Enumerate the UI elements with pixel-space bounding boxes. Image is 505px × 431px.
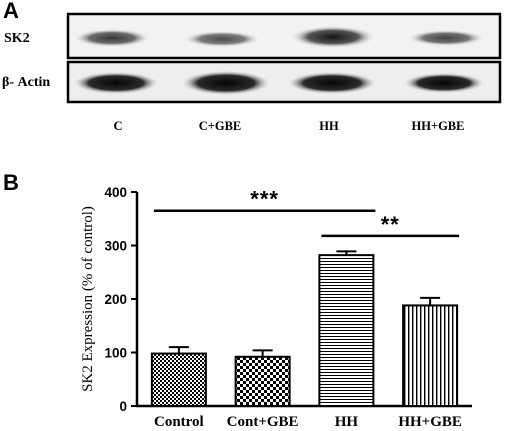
significance-label: *** [250, 187, 279, 212]
significance-label: ** [381, 212, 400, 237]
blot-label-actin: β- Actin [2, 75, 50, 90]
lane-label-c: C [113, 119, 122, 133]
blot-label-sk2: SK2 [4, 31, 30, 46]
x-category-label: Control [154, 414, 204, 430]
lane-label-hh: HH [319, 119, 339, 133]
sk2-band-cgbe [184, 31, 260, 47]
lane-labels: C C+GBE HH HH+GBE [113, 119, 464, 133]
panel-a-letter: A [3, 0, 19, 23]
sk2-band-c [74, 29, 150, 47]
bar-cont-gbe [234, 355, 291, 407]
blot-sk2 [66, 12, 502, 60]
x-category-label: HH+GBE [398, 414, 462, 430]
chart-b: 0 100 200 300 400 SK2 Expression (% of contro… [80, 185, 472, 430]
y-tick-label: 200 [104, 292, 127, 307]
sk2-band-hhgbe [408, 30, 484, 46]
actin-band-hhgbe [404, 73, 484, 93]
x-category-label: HH [335, 414, 359, 430]
x-category-label: Cont+GBE [227, 414, 299, 430]
y-tick-label: 300 [104, 239, 127, 254]
actin-band-cgbe [182, 71, 270, 95]
sk2-band-hh [291, 26, 375, 48]
y-tick-label: 0 [119, 399, 127, 414]
bar-hh-gbe [402, 304, 459, 408]
lane-label-cgbe: C+GBE [199, 119, 242, 133]
blot-actin [66, 60, 502, 104]
bar-hh [318, 254, 375, 407]
y-axis-title: SK2 Expression (% of control) [80, 206, 96, 392]
y-tick-label: 100 [104, 346, 127, 361]
bar-control [150, 352, 207, 408]
actin-band-c [74, 72, 158, 94]
lane-label-hhgbe: HH+GBE [412, 119, 465, 133]
actin-band-hh [288, 72, 376, 94]
y-tick-label: 400 [104, 185, 127, 200]
panel-b-letter: B [3, 170, 19, 195]
